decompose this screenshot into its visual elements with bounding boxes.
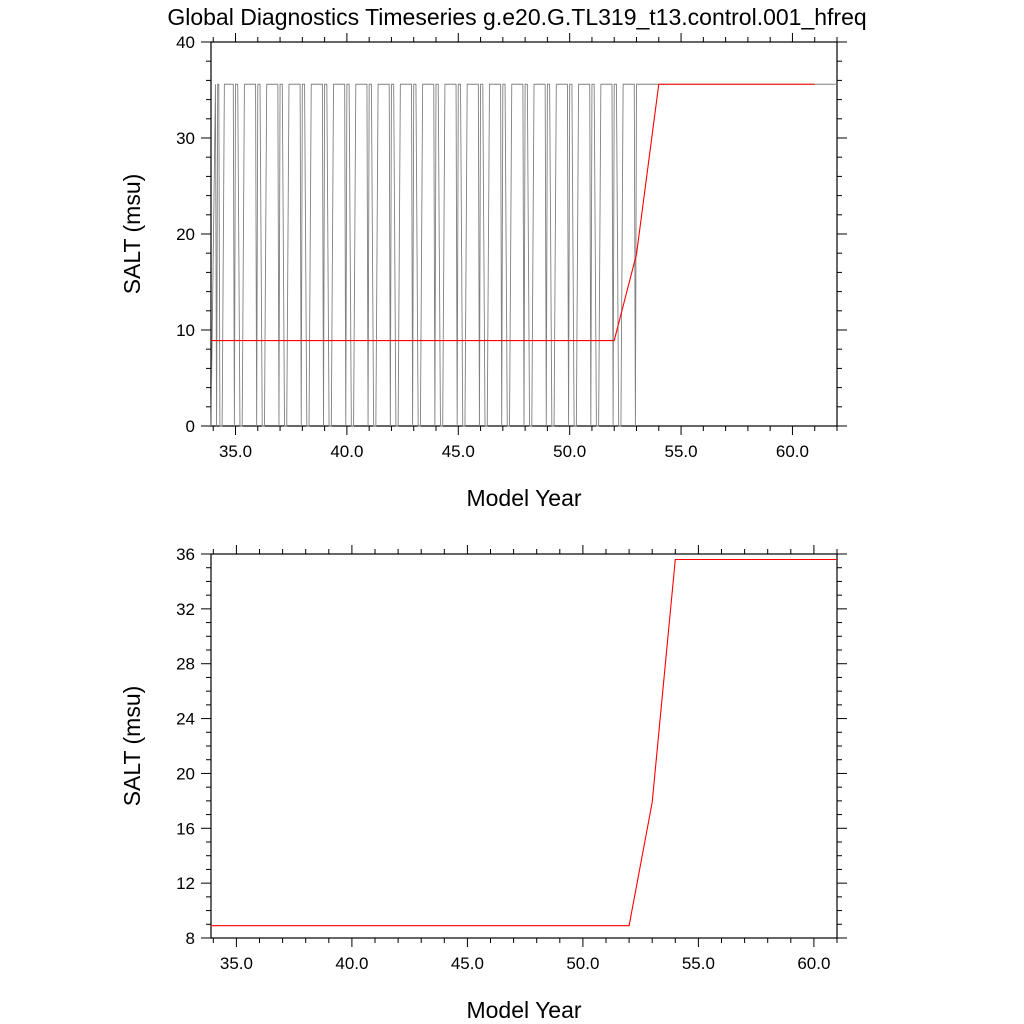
y-tick-label: 10 [176,321,195,340]
y-tick-label: 16 [176,819,195,838]
raw-series-line [210,83,837,427]
x-tick-label: 50.0 [566,954,599,973]
x-tick-label: 55.0 [682,954,715,973]
plot-frame [210,553,838,939]
x-tick-label: 40.0 [335,954,368,973]
x-axis-label: Model Year [466,997,581,1023]
bottom-chart-panel: 35.0 40.0 45.0 50.0 55.0 60.0 8 12 16 20 24 28 32 36 M… [119,545,847,1023]
x-tick-label: 60.0 [776,442,809,461]
figure-title: Global Diagnostics Timeseries g.e20.G.TL… [167,4,866,30]
y-tick-label: 36 [176,545,195,564]
y-tick-label: 24 [176,710,195,729]
y-tick-label: 30 [176,129,195,148]
x-tick-label: 60.0 [797,954,830,973]
x-tick-label: 45.0 [451,954,484,973]
smoothed-series-line [211,558,837,927]
y-axis-label: SALT (msu) [119,686,145,807]
y-axis-label: SALT (msu) [119,174,145,295]
smoothed-series-line [211,83,815,342]
x-tick-label: 45.0 [442,442,475,461]
y-tick-label: 32 [176,600,195,619]
top-chart-panel: 35.0 40.0 45.0 50.0 55.0 60.0 0 10 20 30 40 Model Y… [119,33,847,511]
x-tick-label: 40.0 [330,442,363,461]
x-tick-label: 55.0 [665,442,698,461]
y-tick-label: 20 [176,225,195,244]
y-tick-label: 8 [186,929,195,948]
y-tick-label: 40 [176,33,195,52]
x-tick-label: 35.0 [219,442,252,461]
y-tick-label: 28 [176,655,195,674]
x-axis-label: Model Year [466,485,581,511]
y-tick-label: 20 [176,764,195,783]
x-tick-label: 35.0 [220,954,253,973]
y-tick-label: 0 [186,417,195,436]
x-tick-label: 50.0 [553,442,586,461]
y-tick-label: 12 [176,874,195,893]
